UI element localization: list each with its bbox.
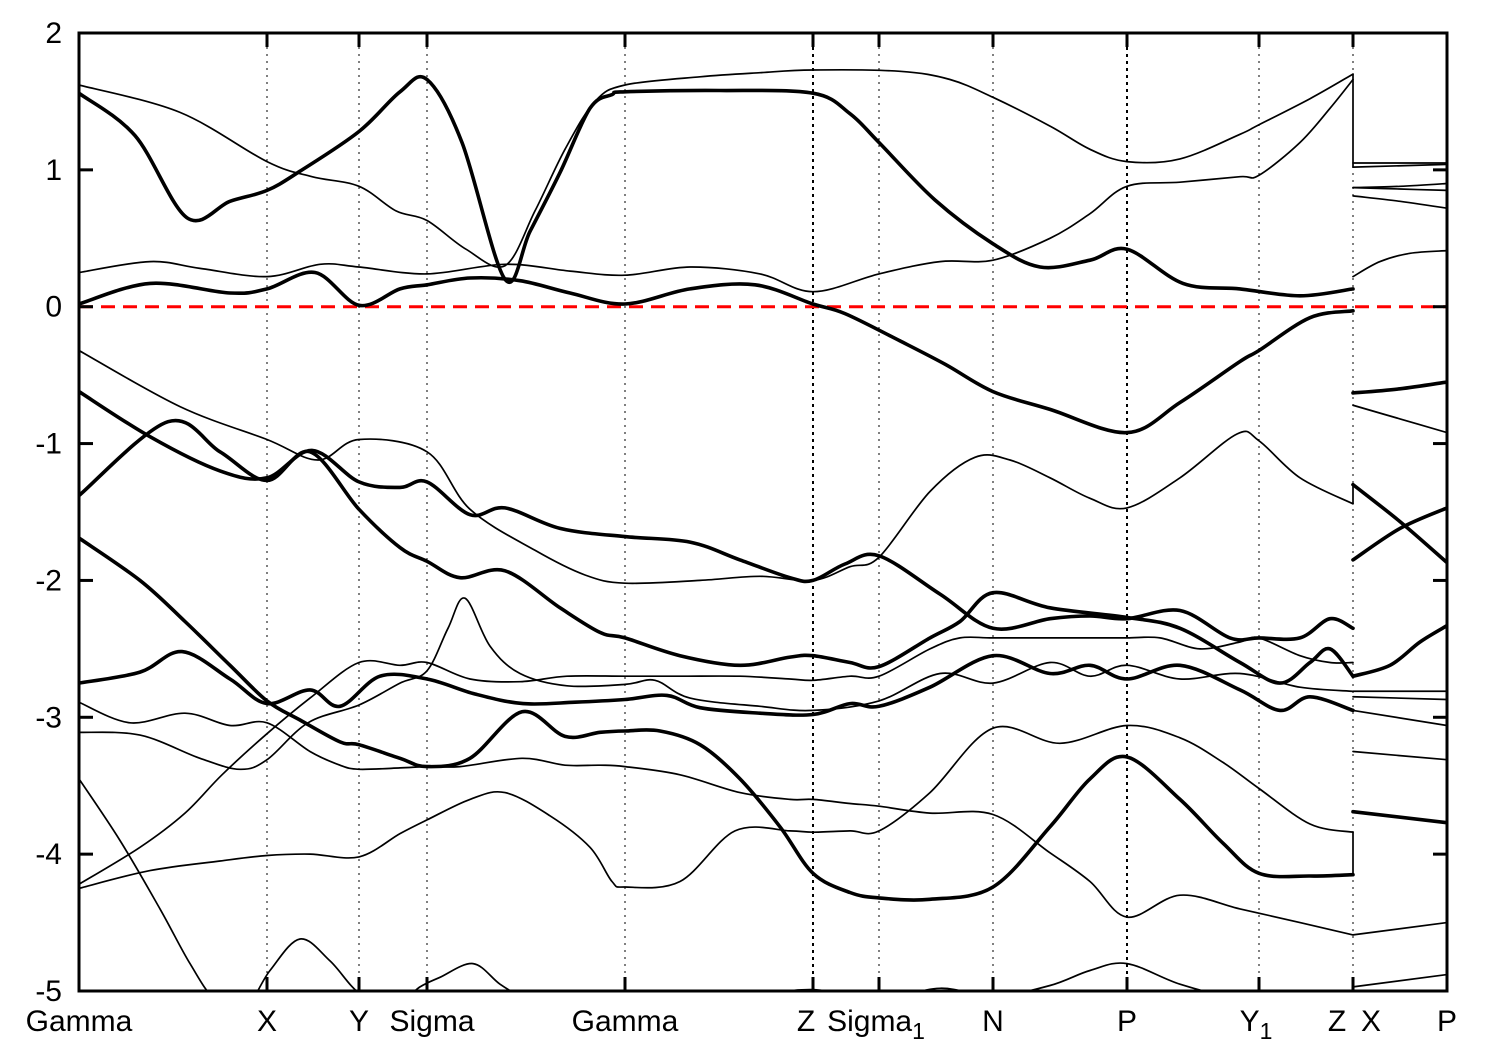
bands-group <box>79 68 1447 991</box>
band-line <box>79 270 1355 435</box>
k-point-label: P <box>1437 1005 1457 1038</box>
y-tick-label: 0 <box>45 291 62 324</box>
y-tick-label: -2 <box>35 564 62 597</box>
k-point-label: Sigma1 <box>827 1005 925 1044</box>
band-line <box>1351 809 1447 825</box>
plot-border <box>77 31 1449 993</box>
band-line <box>1351 623 1447 679</box>
y-tick-label: -1 <box>35 428 62 461</box>
k-point-label: Y1 <box>1240 1005 1273 1044</box>
band-line <box>79 68 1354 268</box>
band-line <box>79 597 1354 771</box>
band-line <box>79 778 1207 991</box>
band-line <box>1352 163 1447 168</box>
band-line <box>79 78 1354 293</box>
k-point-label: N <box>982 1005 1004 1038</box>
band-line <box>79 389 1355 642</box>
y-tick-label: -4 <box>35 838 62 871</box>
y-tick-label: -3 <box>35 701 62 734</box>
k-point-label: Y <box>349 1005 369 1038</box>
band-line <box>79 536 1355 902</box>
band-line <box>1351 506 1447 562</box>
band-line <box>79 724 1354 890</box>
k-point-label: Z <box>1328 1005 1346 1038</box>
band-line <box>79 701 1354 936</box>
band-line <box>79 74 1355 298</box>
y-tick-label: -5 <box>35 975 62 1008</box>
k-point-label: Gamma <box>26 1005 133 1038</box>
k-point-label: Sigma <box>389 1005 474 1038</box>
band-line <box>1352 695 1447 701</box>
k-point-label: Gamma <box>572 1005 679 1038</box>
k-point-label: Z <box>797 1005 815 1038</box>
band-line <box>1352 186 1447 192</box>
band-line <box>1352 709 1447 727</box>
band-line <box>1352 404 1447 434</box>
band-line <box>79 418 1355 685</box>
band-line <box>1352 973 1447 988</box>
y-tick-label: 2 <box>45 17 62 50</box>
band-line <box>1352 921 1447 936</box>
band-line <box>1352 249 1447 278</box>
k-point-label: X <box>1361 1005 1381 1038</box>
y-tick-label: 1 <box>45 154 62 187</box>
band-line <box>1351 482 1447 565</box>
k-point-label: X <box>257 1005 277 1038</box>
band-line <box>1352 195 1447 210</box>
k-point-label: P <box>1117 1005 1137 1038</box>
band-line <box>79 649 1355 717</box>
band-line <box>79 636 1354 886</box>
band-line <box>1351 380 1447 395</box>
band-line <box>1352 750 1447 761</box>
